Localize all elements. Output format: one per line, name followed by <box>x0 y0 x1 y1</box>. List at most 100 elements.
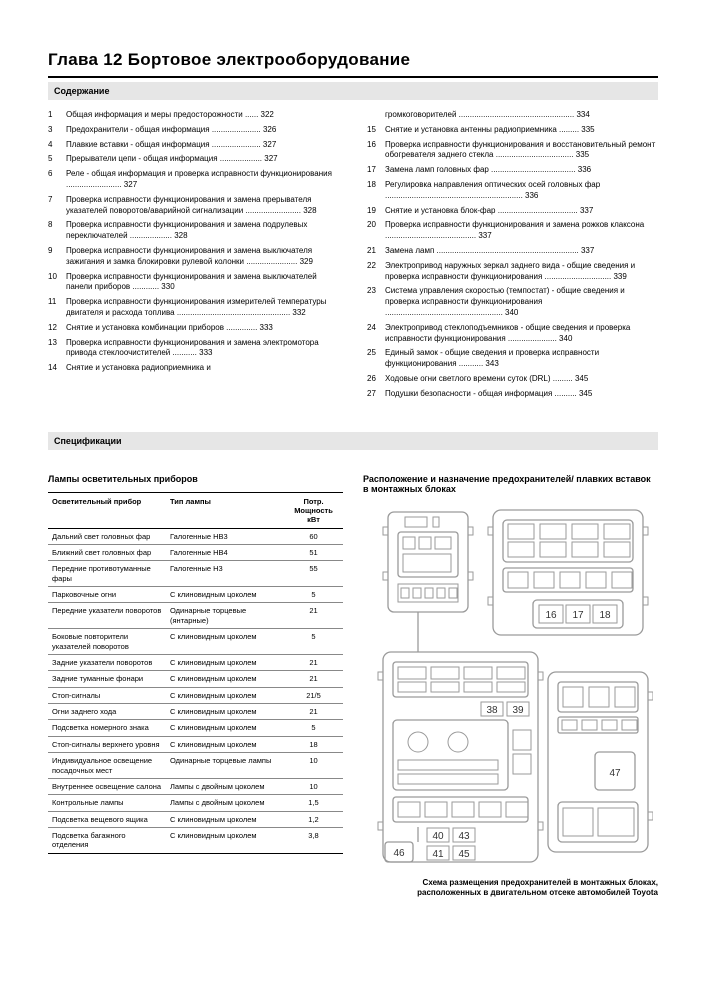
toc-num: 3 <box>48 125 66 136</box>
table-cell: Одинарные торцевые (янтарные) <box>166 603 284 629</box>
table-cell: Ближний свет головных фар <box>48 544 166 560</box>
toc-num: 23 <box>367 286 385 297</box>
toc-row: 20Проверка исправности функционирования … <box>367 220 658 242</box>
table-cell: Задние указатели поворотов <box>48 654 166 670</box>
table-cell: Дальний свет головных фар <box>48 528 166 544</box>
table-row: Передние противотуманные фарыГалогенные … <box>48 561 343 587</box>
toc-text: Прерыватели цепи - общая информация ....… <box>66 154 339 165</box>
toc-row: 14Снятие и установка радиоприемника и <box>48 363 339 374</box>
table-cell: С клиновидным цоколем <box>166 687 284 703</box>
toc-text: Ходовые огни светлого времени суток (DRL… <box>385 374 658 385</box>
table-row: Внутреннее освещение салонаЛампы с двойн… <box>48 778 343 794</box>
toc-row: 4Плавкие вставки - общая информация ....… <box>48 140 339 151</box>
toc-text: Проверка исправности функционирования из… <box>66 297 339 319</box>
table-row: Огни заднего ходаС клиновидным цоколем21 <box>48 704 343 720</box>
table-row: Задние указатели поворотовС клиновидным … <box>48 654 343 670</box>
section-contents-bar: Содержание <box>48 82 658 100</box>
toc-num: 5 <box>48 154 66 165</box>
table-cell: 1,5 <box>284 795 343 811</box>
chapter-title: Глава 12 Бортовое электрооборудование <box>48 50 658 78</box>
table-row: Подсветка номерного знакаС клиновидным ц… <box>48 720 343 736</box>
toc-row: 5Прерыватели цепи - общая информация ...… <box>48 154 339 165</box>
table-cell: 51 <box>284 544 343 560</box>
toc-row: 3Предохранители - общая информация .....… <box>48 125 339 136</box>
svg-text:39: 39 <box>512 705 524 716</box>
toc-text: Проверка исправности функционирования и … <box>66 220 339 242</box>
table-cell: Стоп-сигналы <box>48 687 166 703</box>
lamp-table-heading: Лампы осветительных приборов <box>48 474 343 484</box>
table-cell: 21/5 <box>284 687 343 703</box>
toc-row: 9Проверка исправности функционирования и… <box>48 246 339 268</box>
table-row: Парковочные огниС клиновидным цоколем5 <box>48 587 343 603</box>
toc-text: Проверка исправности функционирования и … <box>66 246 339 268</box>
toc-num: 15 <box>367 125 385 136</box>
svg-text:16: 16 <box>545 610 557 621</box>
toc-text: Предохранители - общая информация ......… <box>66 125 339 136</box>
table-cell: Подсветка номерного знака <box>48 720 166 736</box>
table-row: Стоп-сигналыС клиновидным цоколем21/5 <box>48 687 343 703</box>
toc-num: 11 <box>48 297 66 308</box>
table-cell: 21 <box>284 603 343 629</box>
toc-num: 26 <box>367 374 385 385</box>
table-cell: Контрольные лампы <box>48 795 166 811</box>
svg-text:46: 46 <box>393 848 405 859</box>
svg-text:17: 17 <box>572 610 584 621</box>
toc-num: 13 <box>48 338 66 349</box>
table-cell: 21 <box>284 704 343 720</box>
table-row: Подсветка багажного отделенияС клиновидн… <box>48 828 343 854</box>
table-cell: С клиновидным цоколем <box>166 828 284 854</box>
lamp-th-device: Осветительный прибор <box>48 492 166 528</box>
toc-num: 19 <box>367 206 385 217</box>
table-cell: С клиновидным цоколем <box>166 720 284 736</box>
toc-text: Плавкие вставки - общая информация .....… <box>66 140 339 151</box>
table-cell: Галогенные НВ3 <box>166 528 284 544</box>
table-cell: Передние указатели поворотов <box>48 603 166 629</box>
toc-row: 21Замена ламп ..........................… <box>367 246 658 257</box>
table-row: Передние указатели поворотовОдинарные то… <box>48 603 343 629</box>
table-cell: С клиновидным цоколем <box>166 704 284 720</box>
lamp-table: Осветительный прибор Тип лампы Потр. Мощ… <box>48 492 343 854</box>
toc-num: 27 <box>367 389 385 400</box>
table-cell: С клиновидным цоколем <box>166 629 284 655</box>
toc-num: 1 <box>48 110 66 121</box>
table-row: Стоп-сигналы верхнего уровняС клиновидны… <box>48 736 343 752</box>
toc-num: 9 <box>48 246 66 257</box>
toc-row: 25Единый замок - общие сведения и провер… <box>367 348 658 370</box>
svg-text:43: 43 <box>458 831 470 842</box>
toc-row: 12Снятие и установка комбинации приборов… <box>48 323 339 334</box>
svg-text:45: 45 <box>458 849 470 860</box>
svg-text:47: 47 <box>609 768 621 779</box>
toc-text: Снятие и установка антенны радиоприемник… <box>385 125 658 136</box>
table-cell: 21 <box>284 654 343 670</box>
section-specs-bar: Спецификации <box>48 432 658 450</box>
toc-text: громкоговорителей ......................… <box>385 110 658 121</box>
table-cell: 1,2 <box>284 811 343 827</box>
table-cell: Лампы с двойным цоколем <box>166 795 284 811</box>
table-cell: С клиновидным цоколем <box>166 736 284 752</box>
toc-text: Реле - общая информация и проверка испра… <box>66 169 339 191</box>
toc-row: громкоговорителей ......................… <box>367 110 658 121</box>
table-cell: 5 <box>284 720 343 736</box>
toc-num: 10 <box>48 272 66 283</box>
toc-text: Электропривод стеклоподъемников - общие … <box>385 323 658 345</box>
toc-text: Проверка исправности функционирования и … <box>385 220 658 242</box>
toc-text: Подушки безопасности - общая информация … <box>385 389 658 400</box>
fuse-diagram: 1617183839404341454647 <box>363 502 653 872</box>
toc-num: 24 <box>367 323 385 334</box>
table-cell: Передние противотуманные фары <box>48 561 166 587</box>
toc-num: 16 <box>367 140 385 151</box>
toc-row: 15Снятие и установка антенны радиоприемн… <box>367 125 658 136</box>
table-cell: 10 <box>284 778 343 794</box>
table-row: Контрольные лампыЛампы с двойным цоколем… <box>48 795 343 811</box>
toc-text: Замена ламп ............................… <box>385 246 658 257</box>
table-cell: С клиновидным цоколем <box>166 587 284 603</box>
table-cell: Галогенные НВ4 <box>166 544 284 560</box>
table-cell: 55 <box>284 561 343 587</box>
toc-text: Общая информация и меры предосторожности… <box>66 110 339 121</box>
table-row: Ближний свет головных фарГалогенные НВ45… <box>48 544 343 560</box>
toc-text: Снятие и установка комбинации приборов .… <box>66 323 339 334</box>
toc-row: 18Регулировка направления оптических осе… <box>367 180 658 202</box>
toc-num: 18 <box>367 180 385 191</box>
table-cell: 21 <box>284 671 343 687</box>
table-cell: Внутреннее освещение салона <box>48 778 166 794</box>
